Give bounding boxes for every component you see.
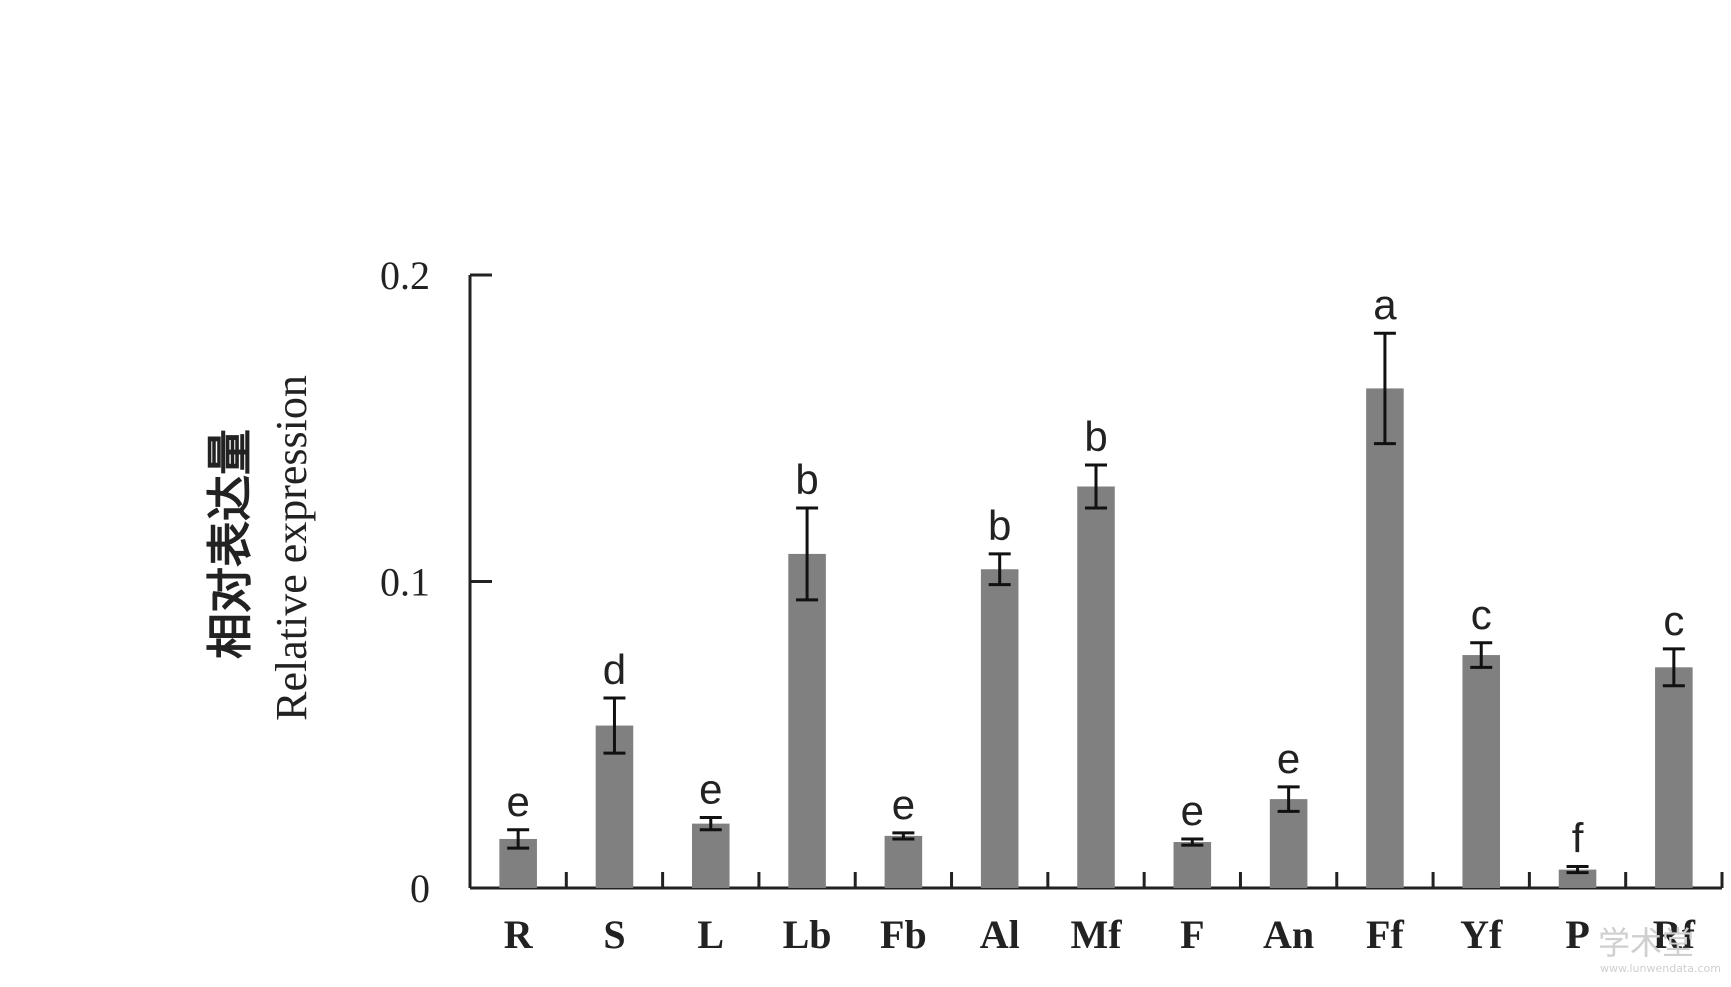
bars bbox=[499, 388, 1693, 888]
significance-label-Ff: a bbox=[1373, 281, 1397, 328]
significance-labels: e d e b e b b e e a c f c bbox=[506, 281, 1684, 861]
category-label-Rf: Rf bbox=[1653, 912, 1696, 957]
bar-F bbox=[1173, 842, 1212, 888]
significance-label-Lb: b bbox=[795, 456, 818, 503]
bar-An bbox=[1269, 799, 1308, 888]
category-labels: R S L Lb Fb Al Mf F An Ff Yf P Rf bbox=[504, 912, 1696, 957]
category-label-An: An bbox=[1263, 912, 1314, 957]
error-bars bbox=[507, 331, 1685, 875]
watermark-url: www.lunwendata.com bbox=[1600, 962, 1721, 975]
significance-label-Al: b bbox=[988, 502, 1011, 549]
bar-P bbox=[1558, 869, 1597, 888]
bar-Lb bbox=[788, 553, 826, 888]
bar-Ff bbox=[1366, 388, 1404, 888]
category-label-L: L bbox=[697, 912, 724, 957]
bar-Fb bbox=[884, 835, 923, 888]
watermark-text: 学术堂 bbox=[1598, 924, 1694, 962]
significance-label-Mf: b bbox=[1084, 413, 1107, 460]
x-ticks bbox=[564, 872, 1724, 888]
bar-Al bbox=[980, 569, 1019, 888]
category-label-P: P bbox=[1565, 912, 1589, 957]
y-tick-label: 0 bbox=[410, 866, 430, 911]
bar-Mf bbox=[1077, 486, 1115, 888]
bar-L bbox=[691, 823, 730, 888]
significance-label-An: e bbox=[1277, 735, 1300, 782]
significance-label-P: f bbox=[1572, 815, 1584, 862]
significance-label-R: e bbox=[506, 778, 529, 825]
y-tick-label: 0.2 bbox=[380, 253, 430, 298]
category-label-F: F bbox=[1180, 912, 1204, 957]
bar-Rf bbox=[1655, 667, 1693, 888]
significance-label-Rf: c bbox=[1663, 597, 1684, 644]
y-axis-label-english: Relative expression bbox=[267, 375, 316, 721]
significance-label-F: e bbox=[1181, 787, 1204, 834]
y-axis-label-chinese: 相对表达量 bbox=[203, 429, 257, 659]
category-label-Fb: Fb bbox=[880, 912, 927, 957]
significance-label-Fb: e bbox=[892, 781, 915, 828]
category-label-S: S bbox=[603, 912, 625, 957]
category-label-Ff: Ff bbox=[1366, 912, 1404, 957]
significance-label-Yf: c bbox=[1471, 591, 1492, 638]
category-label-Mf: Mf bbox=[1070, 912, 1122, 957]
significance-label-S: d bbox=[603, 646, 626, 693]
significance-label-L: e bbox=[699, 766, 722, 813]
category-label-Al: Al bbox=[980, 912, 1020, 957]
category-label-Yf: Yf bbox=[1460, 912, 1503, 957]
bar-Yf bbox=[1462, 655, 1501, 888]
category-label-Lb: Lb bbox=[783, 912, 832, 957]
y-tick-label: 0.1 bbox=[380, 560, 430, 605]
category-label-R: R bbox=[504, 912, 534, 957]
y-ticks: 0 0.1 0.2 bbox=[380, 253, 492, 911]
